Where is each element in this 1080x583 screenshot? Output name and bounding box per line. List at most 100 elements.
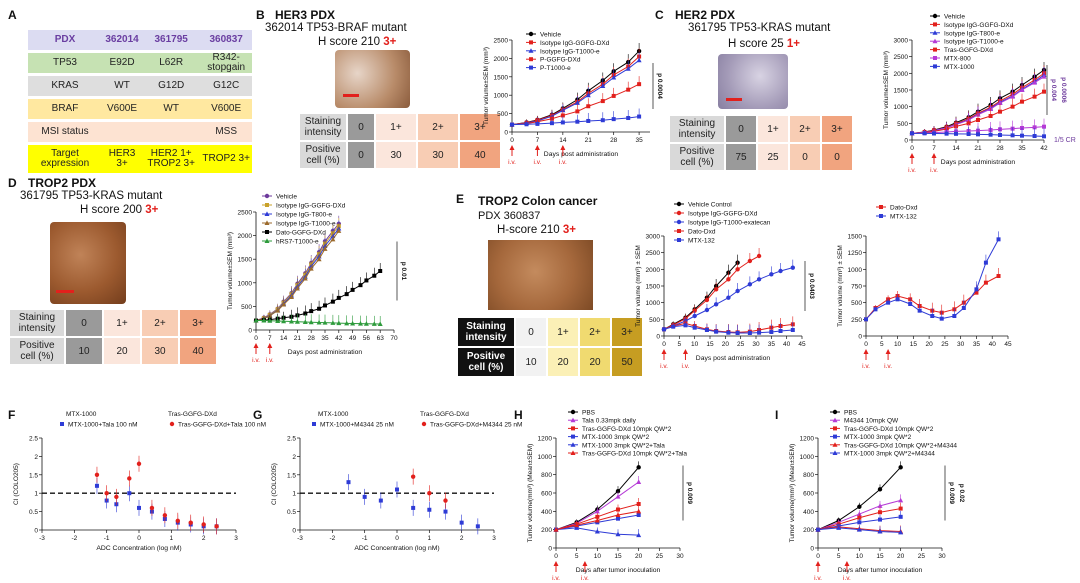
chart-i-legend-label: PBS [844,410,858,417]
chart-f-legend-marker [169,421,175,427]
chart-h-y-tick-label: 400 [541,509,552,516]
chart-g-y-tick-label: 1.5 [287,472,296,479]
chart-b-dose-arrow-head [509,145,515,150]
chart-h-data-point [574,522,580,528]
grid-cell: 30 [418,142,458,168]
chart-e1-data-point [790,328,795,332]
chart-b-y-tick-label: 500 [497,111,508,118]
chart-d-data-point [330,236,336,242]
row-label: Positive cell (%) [458,348,514,376]
chart-d-data-point [317,306,322,311]
chart-e2-x-tick-label: 45 [1004,341,1012,348]
chart-f-data-point [94,472,100,477]
chart-b-y-label: Tumor volume±SEM (mm³) [483,47,490,125]
chart-e2-y-tick-label: 250 [851,317,862,324]
chart-c-data-point [998,133,1002,137]
chart-c-x-tick-label: 14 [952,145,960,152]
chart-g-legend-marker [312,422,316,426]
chart-d-x-tick-label: 70 [390,335,398,342]
chart-i-dose-arrow-head [815,561,821,566]
chart-b-data-point [637,114,642,119]
chart-e1-x-tick-label: 15 [706,341,714,348]
pdx-header-360837: 360837 [209,34,243,45]
grid-cell: 20 [104,338,140,364]
panel-d-hscore: H score 200 3+ [80,204,159,216]
chart-c-data-point [1010,104,1015,109]
chart-i-legend-label: MTX-1000 3mpk QW*2 [844,434,912,441]
panel-e-hscore: H-score 210 3+ [497,224,576,236]
chart-c-data-point [1042,134,1046,139]
panel-b-ihc-image [335,50,410,108]
chart-e1-data-point [790,265,795,270]
chart-d-data-point [302,319,308,324]
chart-e1-data-point [726,277,731,282]
chart-e2-data-point [983,260,988,265]
chart-d-data-point [316,256,322,262]
chart-d-data-point [378,269,383,273]
chart-b-data-point [575,109,580,114]
grid-cell: 2+ [580,318,610,346]
chart-i-legend-marker [833,434,837,439]
grid-cell: 1+ [104,310,140,336]
chart-i-legend-label: M4344 10mpk QW [844,418,899,425]
chart-e2-legend-label: Dato-Dxd [890,205,918,212]
chart-i-data-point [877,503,883,508]
chart-h-data-point [615,488,621,494]
chart-b-data-point [586,104,591,109]
chart-f-x-tick-label: 2 [202,535,206,542]
chart-d-legend-label: Isotype IgG-T800-e [276,212,332,219]
chart-i-p-value-2: p 0.02 [958,484,965,503]
chart-e1-x-tick-label: 5 [678,341,682,348]
chart-e2-y-tick-label: 750 [851,284,862,291]
pdx-cell: G12D [158,80,185,91]
grid-cell: 0 [822,144,852,170]
chart-h-y-tick-label: 0 [548,546,552,553]
chart-e1-dose-arrow-head [661,349,667,354]
chart-g-data-point [378,498,383,503]
chart-d-data-point [322,320,328,325]
pdx-cell: E92D [109,57,135,68]
chart-e2-data-point [917,308,922,313]
chart-c-data-point [998,109,1002,114]
panel-b-hscore: H score 210 3+ [318,36,397,48]
chart-b-legend-marker [528,48,534,53]
chart-f-x-label: ADC Concentration (log nM) [96,545,181,552]
chart-e1-legend-marker [676,201,682,207]
chart-c-data-point [988,132,993,137]
panel-label-b: B [256,8,265,22]
chart-c-data-point [1010,94,1016,99]
chart-f-x-tick-label: 3 [234,535,238,542]
chart-b-dose-arrow-head [560,145,566,150]
chart-b-data-point [637,82,642,87]
chart-e2-dose-arrow-head [885,349,891,354]
chart-g-data-point [427,491,432,496]
chart-d-data-point [316,319,322,325]
chart-e2-data-point [952,314,957,318]
chart-f-y-tick-label: 1 [34,491,38,498]
chart-b-y-tick-label: 1500 [494,74,509,81]
chart-d-data-point [294,319,300,324]
chart-b-data-point [626,116,631,121]
chart-h-y-label: Tumor volume(mm³) (Mean±SEM) [527,444,534,543]
chart-d-data-point [344,292,349,297]
chart-g-data-point [443,509,448,514]
grid-cell: 2+ [142,310,178,336]
chart-h-dose-label: i.v. [581,575,589,582]
chart-f-y-label: CI (COLO205) [13,463,20,505]
chart-e1-legend-label: MTX-132 [688,238,715,245]
chart-e2-x-tick-label: 20 [925,341,933,348]
chart-h-y-tick-label: 600 [541,491,552,498]
chart-i-legend-label: MTX-1000 3mpk QW*2+M4344 [844,451,935,458]
chart-i-x-tick-label: 20 [897,553,905,560]
chart-e1-data-point [704,328,709,332]
chart-d-x-tick-label: 56 [363,335,371,342]
chart-i-dose-arrow-head [844,561,850,566]
chart-e1-data-point [735,331,740,335]
chart-e2-y-tick-label: 0 [858,334,862,341]
chart-e1-data-point [735,288,740,294]
chart-f-data-point [114,494,119,500]
grid-cell: 3+ [822,116,852,142]
chart-d-y-tick-label: 2500 [238,210,253,217]
chart-d-data-point [267,318,273,323]
chart-e1-legend-label: Dato-Dxd [688,229,716,236]
